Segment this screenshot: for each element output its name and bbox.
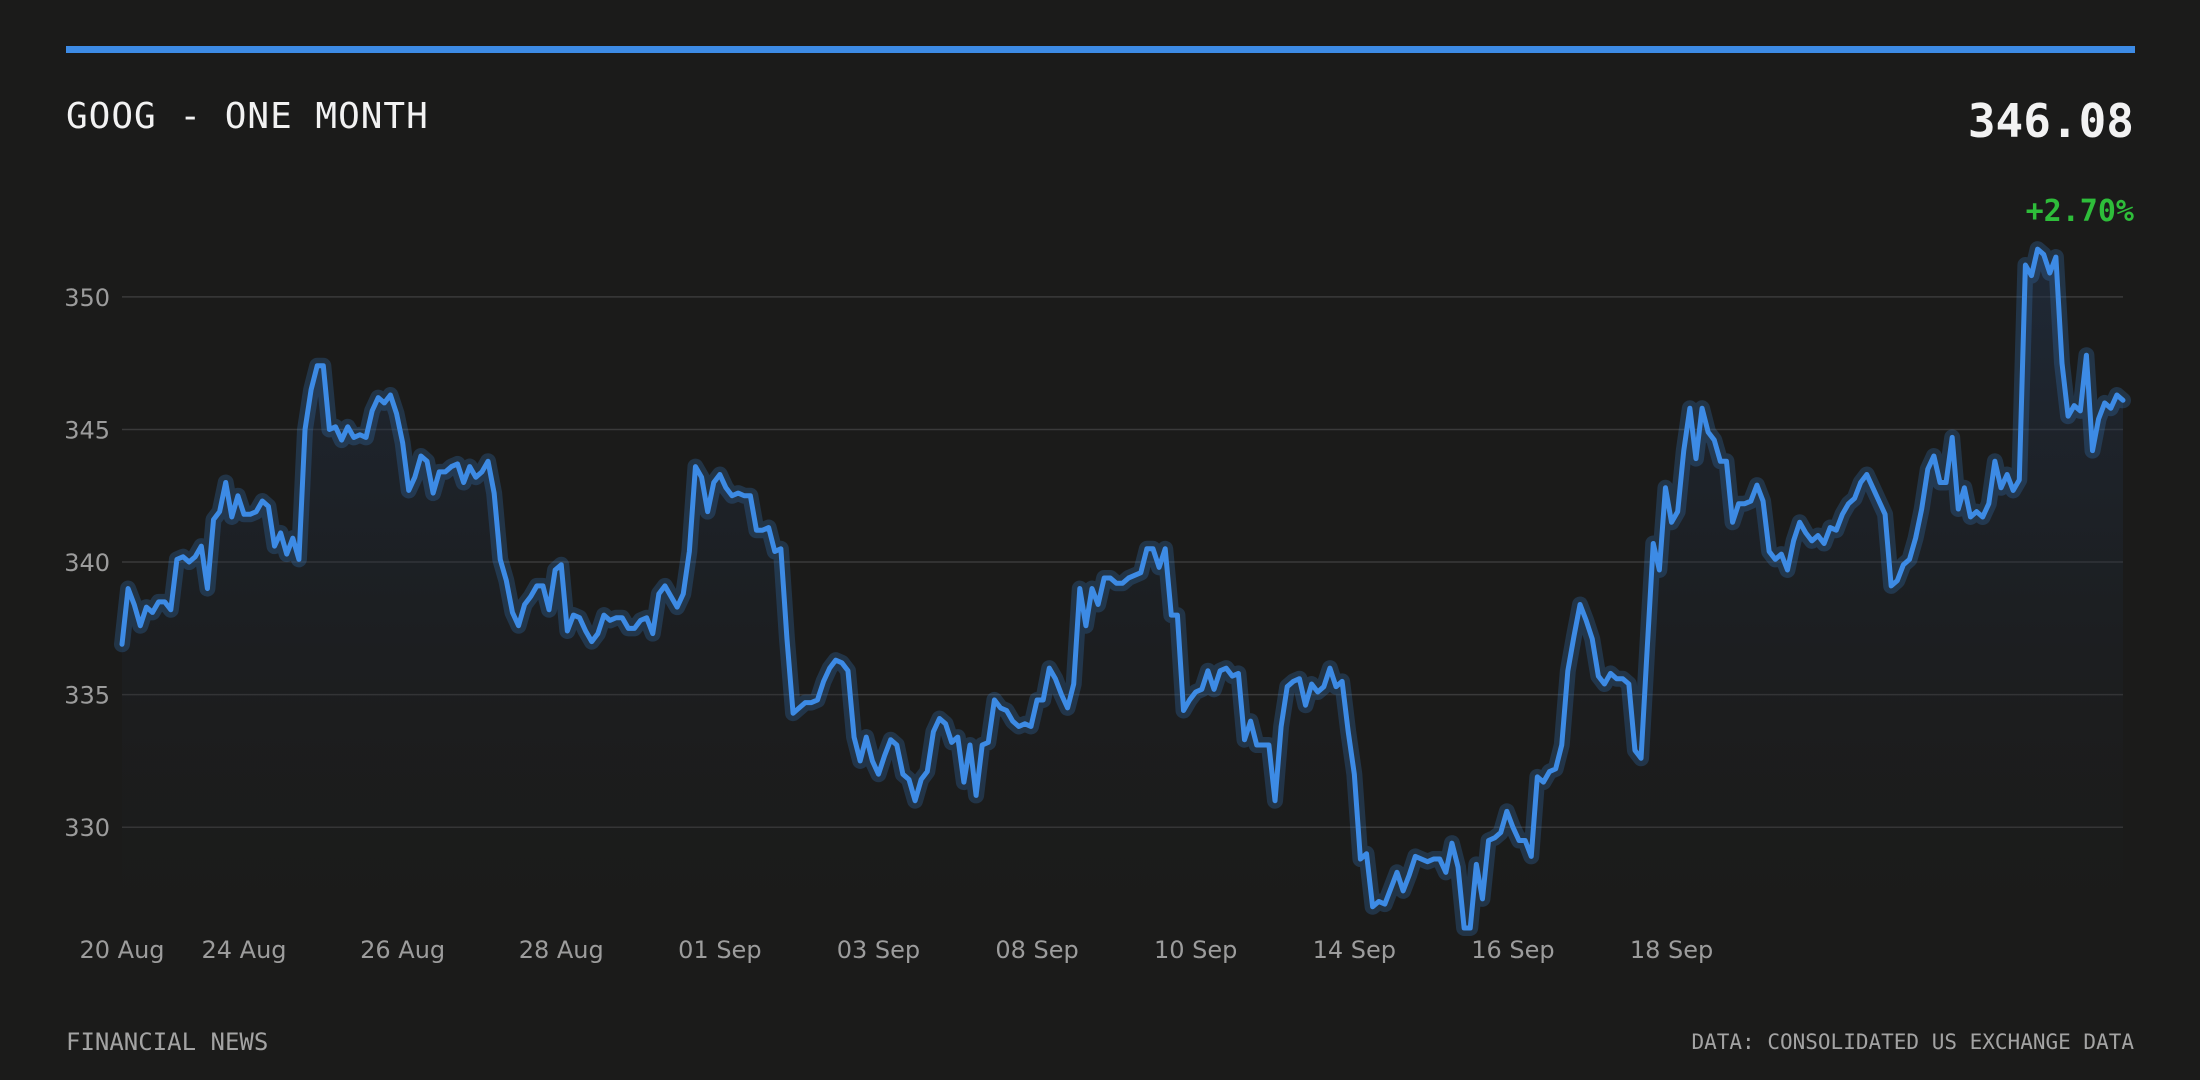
footer-source-right: DATA: CONSOLIDATED US EXCHANGE DATA <box>1691 1030 2134 1054</box>
x-tick-label: 18 Sep <box>1630 936 1713 964</box>
price-area-fill <box>122 249 2123 940</box>
x-tick-label: 08 Sep <box>995 936 1078 964</box>
x-axis-ticks: 20 Aug 24 Aug 26 Aug 28 Aug 01 Sep 03 Sep 08 S… <box>79 936 1713 964</box>
price-chart: 330 335 340 345 350 20 Aug 24 Aug 26 Aug 28 Aug… <box>64 241 2131 964</box>
price-line <box>119 246 2126 931</box>
x-tick-label: 20 Aug <box>79 936 164 964</box>
footer-source-left: FINANCIAL NEWS <box>66 1028 269 1056</box>
y-axis-ticks: 330 335 340 345 350 <box>64 284 110 842</box>
x-tick-label: 26 Aug <box>360 936 445 964</box>
y-tick-label: 350 <box>64 284 110 312</box>
x-tick-label: 03 Sep <box>837 936 920 964</box>
x-tick-label: 10 Sep <box>1154 936 1237 964</box>
y-tick-label: 330 <box>64 814 110 842</box>
x-tick-label: 14 Sep <box>1313 936 1396 964</box>
y-tick-label: 335 <box>64 682 110 710</box>
y-tick-label: 340 <box>64 549 110 577</box>
chart-title: GOOG - ONE MONTH <box>66 96 429 137</box>
x-tick-label: 01 Sep <box>678 936 761 964</box>
current-price: 346.08 <box>1967 94 2134 148</box>
x-tick-label: 28 Aug <box>519 936 604 964</box>
x-tick-label: 24 Aug <box>201 936 286 964</box>
y-tick-label: 345 <box>64 416 110 444</box>
accent-bar <box>66 46 2135 53</box>
percent-change: +2.70% <box>2025 194 2134 229</box>
x-tick-label: 16 Sep <box>1471 936 1554 964</box>
